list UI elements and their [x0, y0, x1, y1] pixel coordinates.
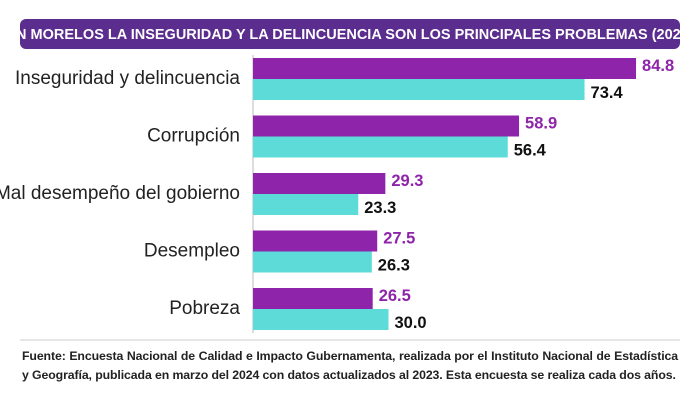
bar [253, 136, 508, 158]
value-label: 56.4 [514, 141, 547, 159]
category-label: Mal desempeño del gobierno [0, 183, 240, 204]
bar [253, 173, 386, 194]
bar [253, 58, 637, 79]
bar [253, 115, 520, 137]
category-label: Pobreza [169, 298, 240, 319]
source-note: Fuente: Encuesta Nacional de Calidad e I… [22, 349, 678, 382]
value-label: 84.8 [642, 57, 674, 75]
value-label: 27.5 [383, 229, 415, 247]
value-label: 30.0 [395, 314, 427, 332]
bar [253, 309, 389, 330]
value-label: 58.9 [525, 114, 557, 132]
bar [253, 79, 585, 100]
bar [253, 288, 373, 309]
title-banner [20, 19, 680, 49]
chart-title: EN MORELOS LA INSEGURIDAD Y LA DELINCUEN… [6, 27, 693, 43]
value-label: 29.3 [391, 172, 423, 190]
category-label: Desempleo [144, 241, 240, 262]
value-label: 26.3 [378, 256, 410, 274]
category-label: Corrupción [147, 126, 240, 147]
bar [253, 194, 359, 215]
bar [253, 251, 372, 273]
bar [253, 230, 378, 252]
value-label: 23.3 [364, 199, 396, 217]
value-label: 73.4 [591, 84, 624, 102]
category-label: Inseguridad y delincuencia [15, 68, 240, 89]
value-label: 26.5 [379, 287, 411, 305]
